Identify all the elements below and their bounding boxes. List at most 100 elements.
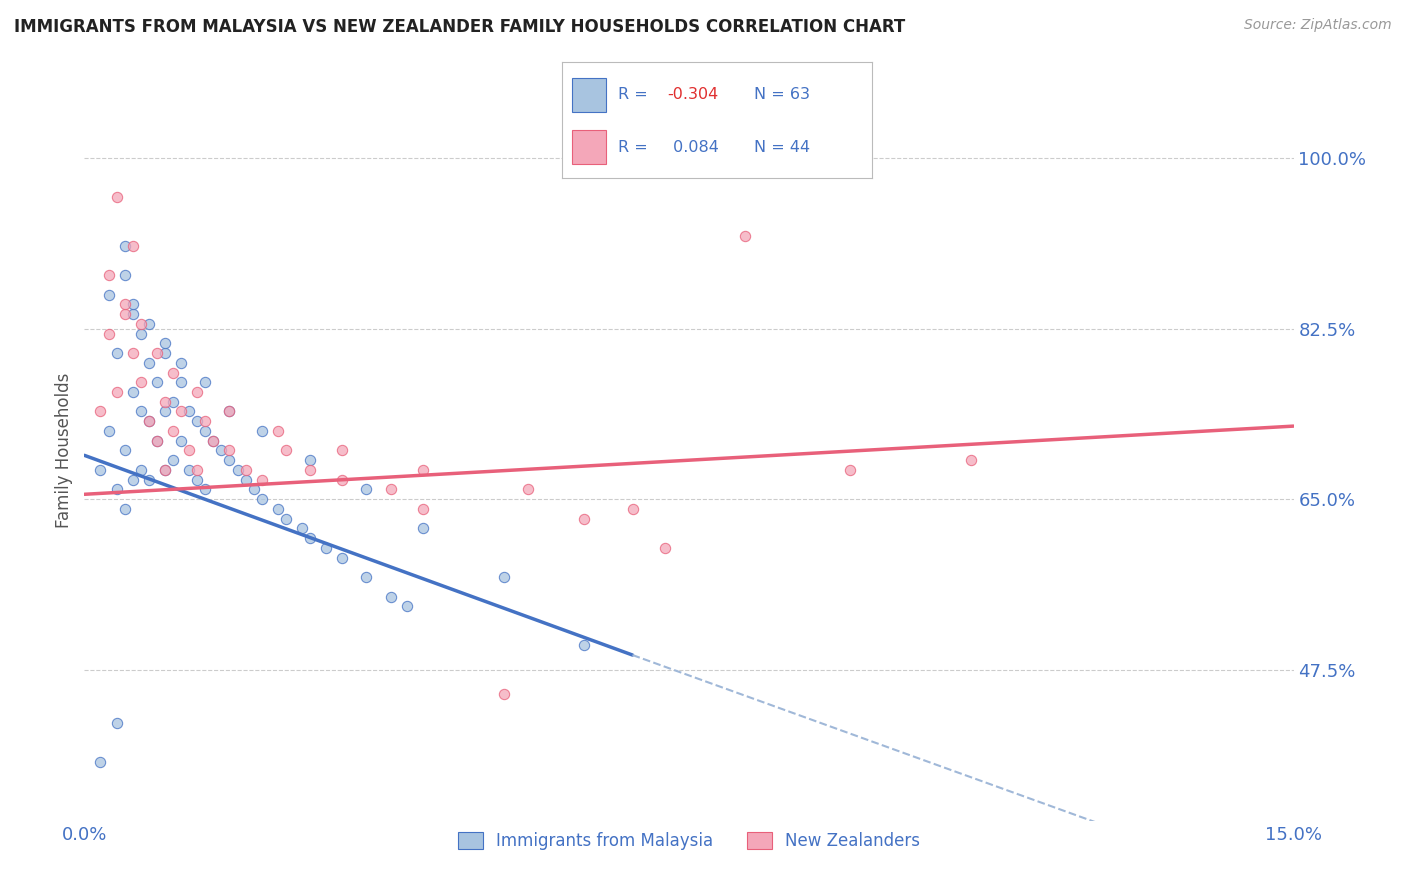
Point [315, 541, 337, 555]
Point [516, 483, 538, 497]
Point [218, 404, 240, 418]
Point [274, 511, 297, 525]
Point [299, 463, 322, 477]
Point [138, 414, 160, 428]
Point [121, 384, 143, 399]
Point [291, 521, 314, 535]
Point [129, 463, 152, 477]
Point [97, 287, 120, 301]
Point [186, 473, 208, 487]
Point [105, 384, 128, 399]
Point [114, 268, 136, 282]
Text: -0.304: -0.304 [668, 87, 718, 103]
Point [138, 473, 160, 487]
Point [194, 483, 217, 497]
Point [330, 550, 353, 565]
Point [226, 463, 249, 477]
Point [839, 463, 862, 477]
Point [105, 716, 128, 731]
Point [146, 376, 169, 390]
Point [194, 376, 217, 390]
Point [129, 317, 152, 331]
Point [129, 404, 152, 418]
Point [235, 463, 257, 477]
Point [412, 502, 434, 516]
Point [138, 414, 160, 428]
Point [194, 424, 217, 438]
Point [235, 473, 257, 487]
Point [129, 376, 152, 390]
Point [356, 570, 378, 584]
Point [170, 356, 193, 370]
Point [250, 473, 273, 487]
Point [218, 404, 240, 418]
Point [97, 268, 120, 282]
Point [162, 424, 184, 438]
Point [734, 229, 756, 244]
Point [138, 356, 160, 370]
Point [492, 570, 515, 584]
Point [186, 384, 208, 399]
Text: R =: R = [619, 87, 652, 103]
Point [202, 434, 225, 448]
Point [267, 502, 290, 516]
Point [121, 473, 143, 487]
Point [186, 414, 208, 428]
Point [395, 599, 418, 614]
Point [114, 297, 136, 311]
Point [153, 336, 176, 351]
Point [162, 366, 184, 380]
Point [412, 521, 434, 535]
Point [105, 346, 128, 360]
Text: Source: ZipAtlas.com: Source: ZipAtlas.com [1244, 18, 1392, 32]
Point [114, 502, 136, 516]
Point [356, 483, 378, 497]
Point [89, 463, 111, 477]
Point [186, 463, 208, 477]
Point [179, 443, 201, 458]
Point [299, 531, 322, 545]
Text: R =: R = [619, 139, 652, 154]
Point [209, 443, 232, 458]
Point [153, 463, 176, 477]
Text: IMMIGRANTS FROM MALAYSIA VS NEW ZEALANDER FAMILY HOUSEHOLDS CORRELATION CHART: IMMIGRANTS FROM MALAYSIA VS NEW ZEALANDE… [14, 18, 905, 36]
Point [250, 492, 273, 507]
Point [153, 346, 176, 360]
Text: N = 63: N = 63 [754, 87, 810, 103]
Point [654, 541, 676, 555]
Bar [572, 78, 606, 112]
Point [330, 443, 353, 458]
Point [242, 483, 264, 497]
Point [153, 394, 176, 409]
Point [97, 326, 120, 341]
Point [146, 346, 169, 360]
Point [572, 638, 595, 652]
Point [250, 424, 273, 438]
Point [170, 376, 193, 390]
Point [170, 404, 193, 418]
Legend: Immigrants from Malaysia, New Zealanders: Immigrants from Malaysia, New Zealanders [451, 825, 927, 856]
Point [121, 346, 143, 360]
Point [218, 453, 240, 467]
Point [179, 404, 201, 418]
Point [380, 483, 402, 497]
Point [121, 297, 143, 311]
Point [97, 424, 120, 438]
Point [105, 483, 128, 497]
Point [572, 511, 595, 525]
Point [153, 463, 176, 477]
Point [121, 239, 143, 253]
Point [105, 190, 128, 204]
Point [274, 443, 297, 458]
Point [170, 434, 193, 448]
Point [380, 590, 402, 604]
Point [114, 443, 136, 458]
Text: 0.084: 0.084 [668, 139, 718, 154]
Point [146, 434, 169, 448]
Bar [572, 129, 606, 164]
Point [138, 317, 160, 331]
Point [621, 502, 644, 516]
Point [129, 326, 152, 341]
Point [330, 473, 353, 487]
Point [960, 453, 983, 467]
